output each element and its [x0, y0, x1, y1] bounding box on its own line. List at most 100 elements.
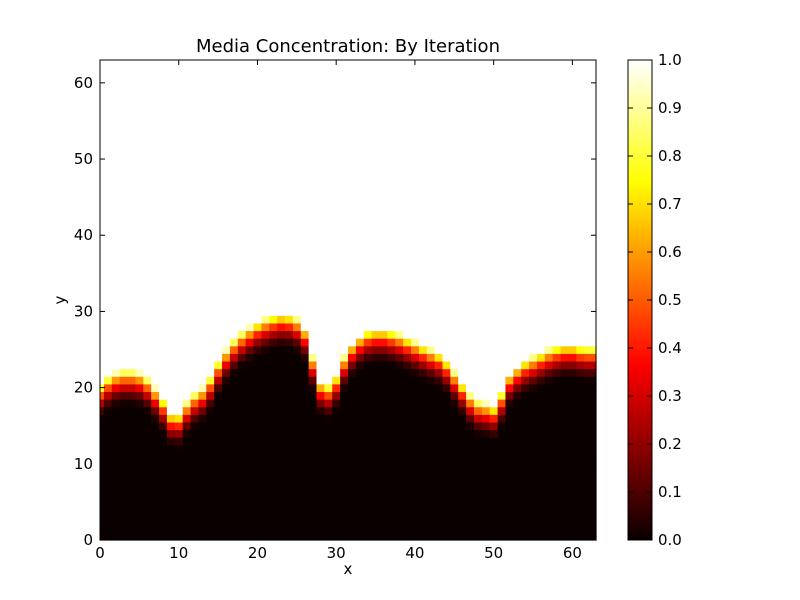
heatmap-cell: [418, 353, 428, 362]
heatmap-cell: [332, 216, 341, 225]
heatmap-cell: [371, 292, 381, 301]
heatmap-cell: [300, 132, 310, 141]
heatmap-cell: [442, 429, 451, 438]
heatmap-cell: [410, 63, 420, 73]
heatmap-cell: [379, 368, 388, 377]
heatmap-cell: [434, 193, 444, 202]
heatmap-cell: [355, 498, 365, 507]
heatmap-cell: [300, 513, 310, 522]
heatmap-cell: [332, 429, 341, 438]
heatmap-cell: [324, 223, 333, 233]
heatmap-cell: [261, 223, 270, 233]
heatmap-cell: [190, 353, 200, 362]
heatmap-cell: [308, 437, 318, 446]
heatmap-cell: [229, 360, 239, 370]
heatmap-cell: [560, 490, 570, 499]
heatmap-cell: [182, 277, 192, 286]
heatmap-cell: [269, 513, 278, 522]
heatmap-cell: [135, 315, 144, 324]
heatmap-cell: [277, 452, 286, 461]
heatmap-cell: [513, 246, 522, 255]
heatmap-cell: [285, 528, 294, 537]
heatmap-cell: [143, 322, 152, 332]
heatmap-cell: [348, 490, 357, 499]
heatmap-cell: [269, 170, 278, 179]
heatmap-cell: [576, 292, 585, 301]
heatmap-cell: [521, 208, 530, 217]
heatmap-cell: [143, 452, 152, 461]
heatmap-cell: [426, 155, 436, 164]
heatmap-cell: [127, 60, 137, 65]
heatmap-cell: [277, 421, 286, 431]
heatmap-cell: [308, 490, 318, 499]
heatmap-cell: [395, 178, 404, 187]
heatmap-cell: [332, 292, 341, 301]
heatmap-cell: [529, 155, 538, 164]
heatmap-cell: [111, 140, 121, 149]
heatmap-cell: [450, 71, 459, 80]
heatmap-cell: [261, 345, 270, 354]
heatmap-cell: [127, 536, 137, 541]
heatmap-cell: [245, 490, 255, 499]
heatmap-cell: [536, 223, 546, 233]
heatmap-cell: [481, 399, 491, 408]
heatmap-cell: [371, 254, 381, 263]
heatmap-cell: [434, 292, 444, 301]
heatmap-cell: [340, 269, 349, 278]
heatmap-cell: [410, 421, 420, 431]
heatmap-cell: [300, 345, 310, 354]
heatmap-cell: [308, 132, 318, 141]
heatmap-cell: [308, 513, 318, 522]
heatmap-cell: [277, 399, 286, 408]
heatmap-cell: [355, 345, 365, 354]
heatmap-cell: [261, 185, 270, 194]
heatmap-cell: [127, 391, 137, 400]
heatmap-cell: [277, 216, 286, 225]
heatmap-cell: [100, 60, 105, 65]
heatmap-cell: [324, 86, 333, 95]
heatmap-cell: [190, 437, 200, 446]
heatmap-cell: [292, 429, 302, 438]
heatmap-cell: [450, 185, 459, 194]
heatmap-cell: [166, 94, 176, 103]
heatmap-cell: [119, 482, 129, 492]
heatmap-cell: [505, 414, 514, 423]
heatmap-cell: [536, 208, 546, 217]
heatmap-cell: [348, 528, 357, 537]
heatmap-cell: [214, 520, 223, 530]
heatmap-cell: [229, 399, 239, 408]
heatmap-cell: [395, 498, 404, 507]
heatmap-cell: [143, 140, 152, 149]
heatmap-cell: [371, 452, 381, 461]
heatmap-cell: [111, 437, 121, 446]
heatmap-cell: [387, 277, 396, 286]
heatmap-cell: [536, 482, 546, 492]
heatmap-cell: [363, 208, 373, 217]
heatmap-cell: [387, 391, 396, 400]
heatmap-cell: [229, 338, 239, 347]
heatmap-cell: [481, 86, 491, 95]
heatmap-cell: [529, 482, 538, 492]
heatmap-cell: [103, 383, 113, 393]
heatmap-cell: [379, 185, 388, 194]
heatmap-cell: [371, 300, 381, 309]
heatmap-cell: [363, 246, 373, 255]
heatmap-cell: [355, 406, 365, 415]
heatmap-cell: [442, 254, 451, 263]
heatmap-cell: [560, 254, 570, 263]
heatmap-cell: [277, 475, 286, 484]
heatmap-cell: [206, 467, 215, 476]
heatmap-cell: [292, 94, 302, 103]
heatmap-cell: [300, 178, 310, 187]
heatmap-cell: [237, 216, 247, 225]
heatmap-cell: [355, 71, 365, 80]
heatmap-cell: [285, 101, 294, 111]
heatmap-cell: [111, 429, 121, 438]
heatmap-cell: [576, 155, 585, 164]
heatmap-cell: [308, 406, 318, 415]
heatmap-cell: [111, 101, 121, 111]
heatmap-cell: [568, 368, 577, 377]
heatmap-cell: [403, 86, 412, 95]
heatmap-cell: [348, 246, 357, 255]
heatmap-cell: [300, 452, 310, 461]
